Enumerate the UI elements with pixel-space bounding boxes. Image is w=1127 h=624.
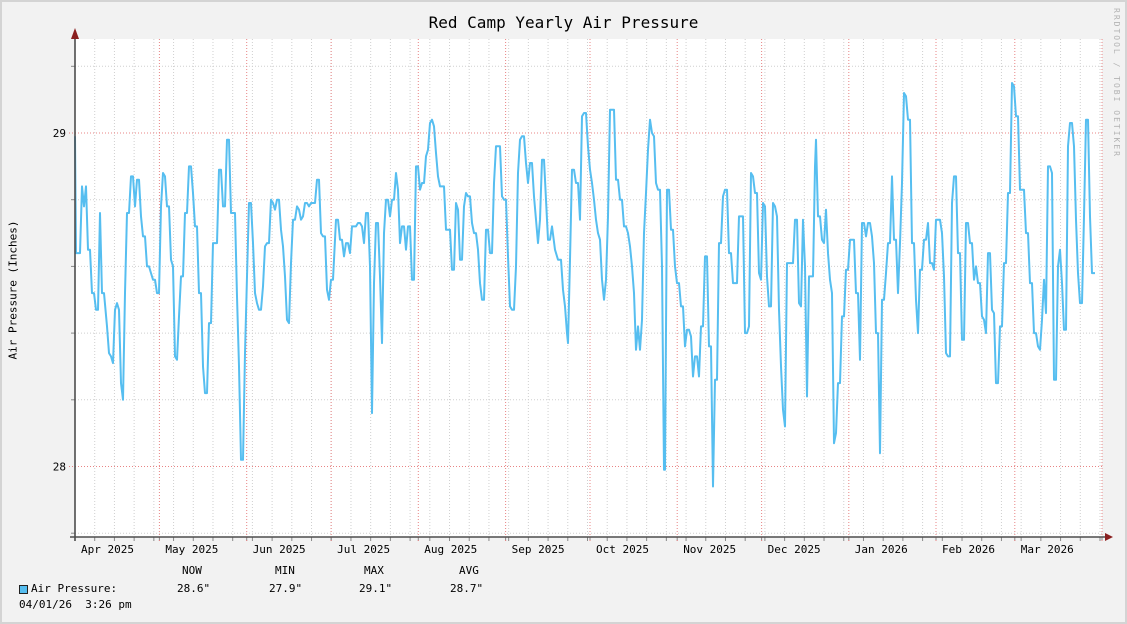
x-tick-label: Oct 2025 (596, 543, 649, 556)
x-tick-label: Jul 2025 (337, 543, 390, 556)
x-tick-label: May 2025 (165, 543, 218, 556)
y-axis-arrow-icon (71, 28, 79, 39)
x-tick-labels: Apr 2025 May 2025 Jun 2025 Jul 2025 Aug 2025… (81, 543, 1074, 556)
rrdtool-watermark: RRDTOOL / TOBI OETIKER (1112, 8, 1121, 158)
x-tick-label: Jun 2025 (253, 543, 306, 556)
series-color-swatch (19, 585, 28, 594)
air-pressure-line (74, 82, 1095, 488)
series-min-value: 27.9" (269, 582, 303, 595)
axes (70, 32, 1106, 541)
series-now-value: 28.6" (177, 582, 211, 595)
x-tick-label: Dec 2025 (768, 543, 821, 556)
series-max-value: 29.1" (359, 582, 393, 595)
page-title: Red Camp Yearly Air Pressure (428, 13, 699, 32)
graph-timestamp: 04/01/26 3:26 pm (19, 598, 132, 611)
x-axis-arrow-icon (1105, 533, 1113, 541)
x-tick-label: Jan 2026 (855, 543, 908, 556)
x-tick-label: Nov 2025 (683, 543, 736, 556)
legend-header-now: NOW (182, 564, 202, 577)
x-tick-label: Feb 2026 (942, 543, 995, 556)
plot-area (75, 39, 1102, 537)
x-tick-label: Mar 2026 (1021, 543, 1074, 556)
y-tick-labels: 28 29 (53, 127, 66, 474)
legend-header-avg: AVG (459, 564, 479, 577)
x-tick-label: Sep 2025 (512, 543, 565, 556)
x-tick-label: Apr 2025 (81, 543, 134, 556)
series-avg-value: 28.7" (450, 582, 484, 595)
y-tick-label: 28 (53, 461, 66, 474)
x-tick-label: Aug 2025 (424, 543, 477, 556)
legend-header-max: MAX (364, 564, 384, 577)
legend-header-min: MIN (275, 564, 295, 577)
major-gridlines (69, 39, 1103, 541)
y-axis-title: Air Pressure (Inches) (6, 220, 20, 360)
series-label: Air Pressure: (31, 582, 118, 595)
y-tick-label: 29 (53, 127, 66, 140)
